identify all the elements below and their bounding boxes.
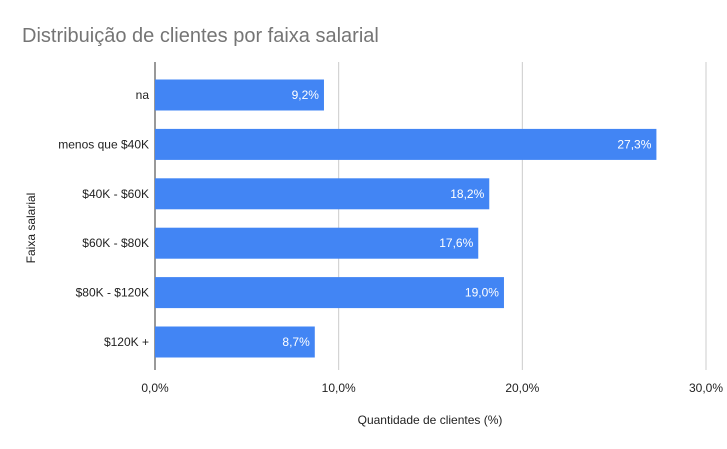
- y-axis-title: Faixa salarial: [24, 193, 38, 264]
- bar: [155, 227, 479, 259]
- category-label: na: [136, 88, 150, 102]
- x-tick-label: 10,0%: [322, 381, 356, 395]
- bar: [155, 178, 490, 210]
- bar: [155, 128, 657, 160]
- bar: [155, 326, 315, 358]
- category-label: $80K - $120K: [76, 286, 149, 300]
- category-labels: na menos que $40K $40K - $60K $60K - $80K $8…: [58, 88, 149, 349]
- data-label: 19,0%: [465, 286, 499, 300]
- data-labels: 9,2% 27,3% 18,2% 17,6% 19,0% 8,7%: [282, 88, 651, 349]
- data-label: 18,2%: [450, 187, 484, 201]
- x-tick-label: 0,0%: [141, 381, 169, 395]
- x-tick-labels: 0,0% 10,0% 20,0% 30,0%: [141, 381, 723, 395]
- chart-title: Distribuição de clientes por faixa salar…: [22, 25, 379, 47]
- bars: [155, 79, 657, 358]
- category-label: $60K - $80K: [82, 236, 149, 250]
- data-label: 17,6%: [439, 236, 473, 250]
- category-label: $40K - $60K: [82, 187, 149, 201]
- data-label: 8,7%: [282, 335, 310, 349]
- bar: [155, 277, 504, 309]
- data-label: 27,3%: [617, 137, 651, 151]
- x-tick-label: 20,0%: [505, 381, 539, 395]
- category-label: $120K +: [104, 335, 149, 349]
- x-tick-label: 30,0%: [689, 381, 723, 395]
- data-label: 9,2%: [292, 88, 320, 102]
- category-label: menos que $40K: [58, 137, 149, 151]
- bar: [155, 79, 324, 111]
- x-axis-title: Quantidade de clientes (%): [358, 413, 503, 427]
- gridlines: [154, 62, 707, 370]
